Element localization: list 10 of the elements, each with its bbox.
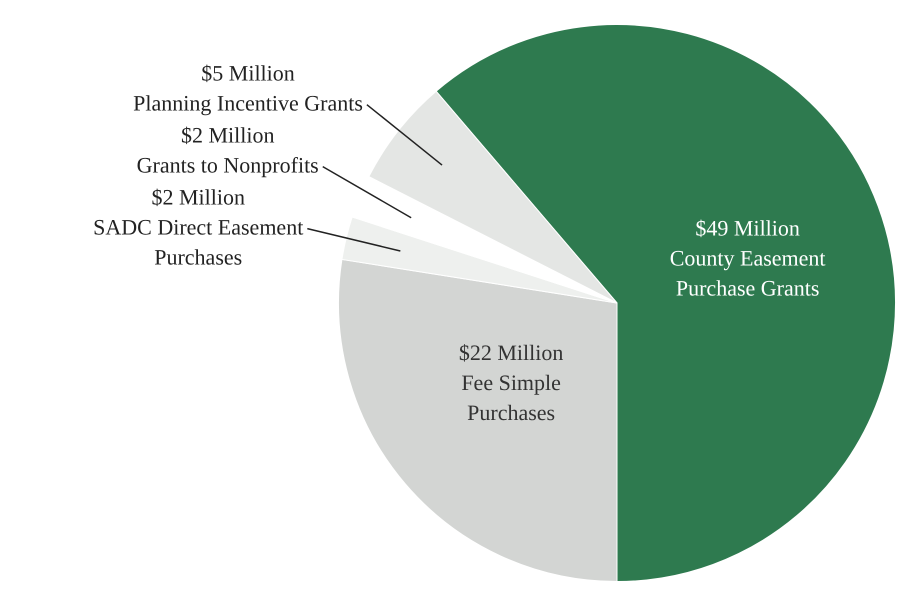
- data-label: $22 Million: [458, 340, 564, 366]
- data-label: $2 Million: [151, 184, 245, 210]
- slice-label: Planning Incentive Grants: [133, 90, 363, 116]
- data-label: $2 Million: [180, 122, 274, 148]
- slice-label: County Easement Purchase Grants: [670, 245, 826, 300]
- data-label: $5 Million: [201, 60, 295, 86]
- slice-label: SADC Direct Easement Purchases: [93, 214, 304, 270]
- slice-label: Fee Simple Purchases: [461, 370, 561, 426]
- slice-label: Grants to Nonprofits: [136, 152, 319, 178]
- data-label: $49 Million: [695, 215, 800, 240]
